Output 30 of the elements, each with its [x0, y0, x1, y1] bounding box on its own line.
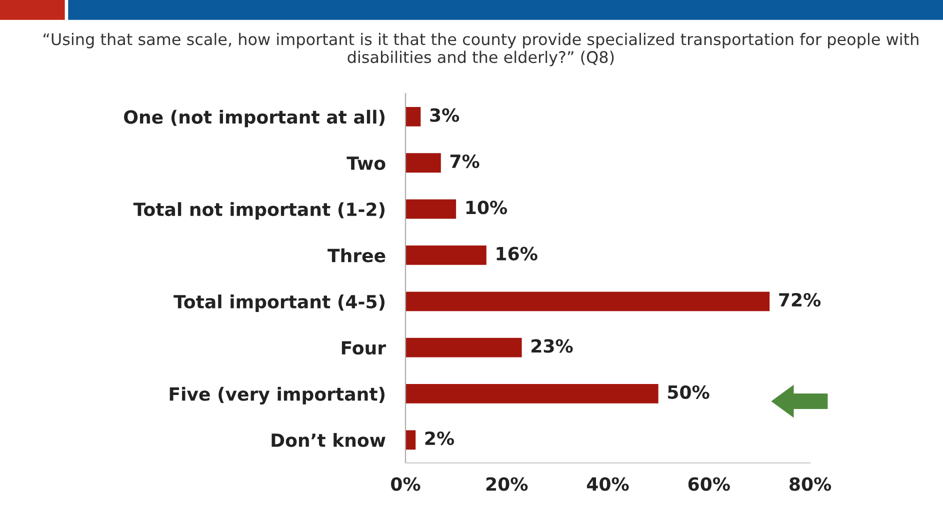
y-tick-label: Don’t know — [272, 433, 386, 448]
data-label: 2% — [425, 431, 454, 446]
bar — [405, 292, 770, 312]
x-tick-label: 40% — [586, 477, 629, 491]
y-tick-label: Two — [346, 156, 386, 170]
bar — [405, 107, 421, 126]
data-label: 16% — [496, 246, 538, 260]
y-tick-label: Five (very important) — [170, 386, 384, 404]
y-tick-label: Total not important (1-2) — [133, 202, 384, 220]
y-tick-label: Four — [342, 341, 386, 355]
y-tick-label: Total important (4-5) — [174, 294, 384, 312]
y-tick-label: One (not important at all) — [124, 110, 384, 128]
bar — [405, 338, 522, 358]
x-tick-label: 0% — [391, 477, 420, 491]
x-tick-label: 20% — [486, 477, 528, 491]
x-tick-label: 60% — [688, 477, 730, 491]
bar — [405, 199, 456, 219]
bar — [405, 384, 658, 404]
data-label: 3% — [430, 108, 460, 122]
y-tick-label: Three — [328, 248, 386, 262]
data-label: 23% — [532, 339, 573, 353]
x-tick-label: 80% — [790, 477, 832, 491]
data-label: 7% — [450, 154, 480, 168]
chart-title: “Using that same scale, how important is it that the county provide specialized transportation for people with disabilities and the elderly?” (Q8) — [44, 32, 918, 66]
data-label: 50% — [668, 385, 710, 399]
data-label: 10% — [466, 200, 508, 214]
bar — [405, 430, 416, 450]
bar — [405, 246, 486, 265]
data-label: 72% — [779, 292, 821, 307]
bar — [405, 153, 441, 173]
